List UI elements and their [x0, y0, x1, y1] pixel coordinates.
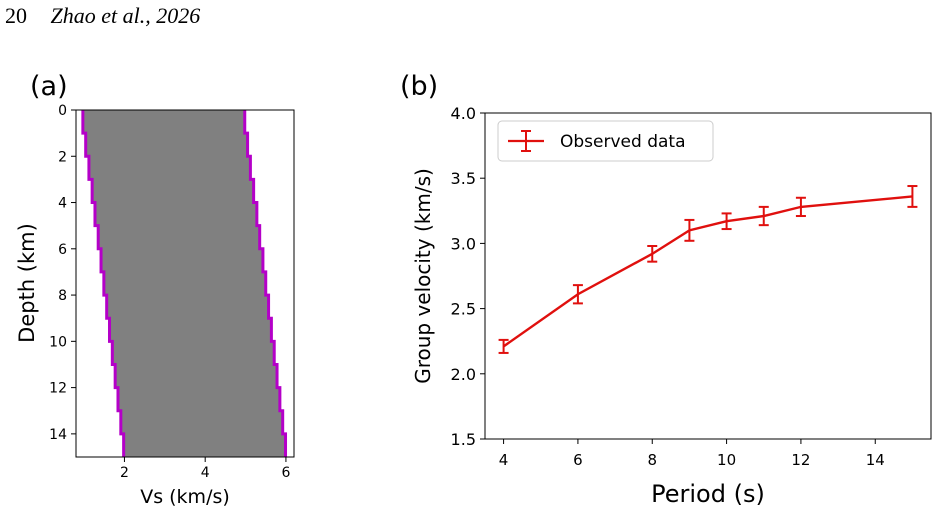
x-tick-label: 2 [120, 465, 129, 481]
vs-min-edge [81, 110, 126, 457]
page-header: 20 Zhao et al., 2026 [5, 3, 200, 29]
y-tick-label: 2 [58, 149, 67, 165]
y-tick-label: 4.0 [451, 104, 476, 123]
panel-b-y-label: Group velocity (km/s) [411, 168, 435, 384]
y-tick-label: 4 [58, 196, 67, 212]
x-tick-label: 6 [573, 451, 583, 469]
y-tick-label: 6 [58, 242, 67, 258]
x-tick-label: 6 [281, 465, 290, 481]
data-point [758, 205, 769, 227]
y-tick-label: 12 [49, 381, 67, 397]
page-number: 20 [5, 3, 27, 28]
x-tick-label: 4 [201, 465, 210, 481]
panel-b-y-ticks: 1.5 2.0 2.5 3.0 3.5 4.0 [451, 104, 485, 449]
legend: Observed data [497, 120, 714, 162]
data-point [795, 196, 806, 218]
panel-b-dispersion: (b) 4 6 8 10 12 14 1.5 2.0 2.5 3.0 3.5 4.0 Observe… [400, 71, 932, 508]
panel-a-y-ticks: 0 2 4 6 8 10 12 14 [49, 103, 76, 443]
legend-entry-observed: Observed data [560, 132, 685, 152]
x-tick-label: 12 [791, 451, 810, 469]
y-tick-label: 10 [49, 334, 67, 350]
y-tick-label: 0 [58, 103, 67, 119]
panel-a-y-label: Depth (km) [15, 223, 39, 343]
y-tick-label: 8 [58, 288, 67, 304]
panel-b-frame [484, 112, 932, 440]
data-point [684, 218, 695, 242]
data-point [572, 284, 583, 305]
data-point [498, 338, 509, 354]
panel-a-x-ticks: 2 4 6 [120, 457, 290, 481]
y-tick-label: 3.5 [451, 169, 476, 188]
panel-a-frame [75, 109, 295, 458]
panel-b-x-label: Period (s) [651, 480, 765, 508]
profile-edges [81, 110, 288, 457]
profile-area [82, 110, 286, 457]
y-tick-label: 2.5 [451, 300, 476, 319]
x-tick-label: 4 [499, 451, 509, 469]
panel-a-depth-profile: (a) 2 4 6 0 2 4 6 8 10 12 14 Vs (km/s) Depth (km) [15, 71, 295, 508]
y-tick-label: 3.0 [451, 234, 476, 253]
data-point [721, 212, 732, 231]
panel-b-label: (b) [400, 71, 438, 102]
x-tick-label: 8 [647, 451, 657, 469]
y-tick-label: 14 [49, 427, 67, 443]
legend-box [497, 120, 714, 162]
profile-fill [82, 110, 286, 457]
observed-line [502, 195, 913, 348]
data-point [647, 245, 658, 263]
running-head: Zhao et al., 2026 [50, 3, 201, 28]
y-tick-label: 1.5 [451, 430, 476, 449]
y-tick-label: 2.0 [451, 365, 476, 384]
panel-a-x-label: Vs (km/s) [140, 486, 230, 508]
data-point [907, 185, 918, 208]
panel-a-label: (a) [30, 71, 68, 102]
observed-series [498, 185, 918, 354]
vs-max-edge [243, 110, 288, 457]
panel-b-x-ticks: 4 6 8 10 12 14 [499, 439, 885, 469]
x-tick-label: 10 [717, 451, 736, 469]
x-tick-label: 14 [866, 451, 885, 469]
